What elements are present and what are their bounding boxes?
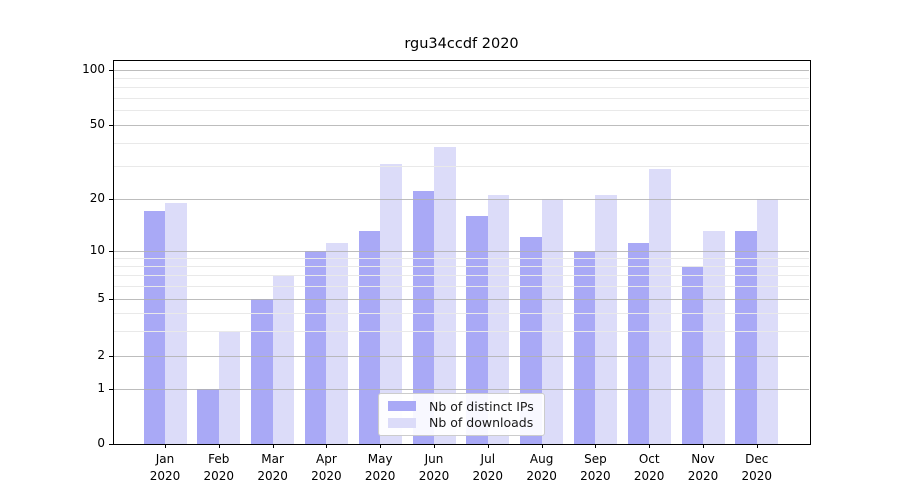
minor-gridline bbox=[114, 98, 809, 100]
x-tick-label: Aug 2020 bbox=[526, 452, 557, 483]
legend-swatch-icon bbox=[388, 401, 416, 412]
x-tick-label: Jul 2020 bbox=[472, 452, 504, 483]
x-tick-label: Oct 2020 bbox=[633, 452, 665, 483]
y-tick bbox=[109, 69, 113, 71]
legend: Nb of distinct IPs Nb of downloads bbox=[378, 393, 545, 436]
x-tick-label: Dec 2020 bbox=[741, 452, 773, 483]
bar-downloads-oct bbox=[649, 168, 671, 444]
major-gridline bbox=[114, 125, 809, 126]
y-tick bbox=[109, 356, 113, 357]
x-tick-label: Jan 2020 bbox=[149, 452, 181, 483]
y-tick-label: 1 bbox=[97, 381, 105, 395]
y-tick bbox=[109, 299, 113, 300]
bar-downloads-sep bbox=[595, 195, 617, 444]
x-tick-label: May 2020 bbox=[364, 452, 396, 483]
major-gridline bbox=[114, 356, 809, 357]
bar-distinct-ips-feb bbox=[197, 389, 219, 444]
y-tick-label: 5 bbox=[97, 291, 105, 305]
bar-distinct-ips-sep bbox=[573, 250, 596, 444]
x-tick bbox=[218, 444, 220, 448]
minor-gridline bbox=[114, 266, 809, 268]
x-tick-label: Mar 2020 bbox=[257, 452, 288, 483]
x-tick bbox=[541, 444, 543, 448]
x-tick bbox=[272, 444, 274, 448]
x-tick bbox=[649, 444, 651, 448]
x-tick-label: Jun 2020 bbox=[418, 452, 450, 483]
x-tick-label: Feb 2020 bbox=[203, 452, 235, 483]
minor-gridline bbox=[114, 110, 809, 112]
x-tick bbox=[595, 444, 597, 448]
bar-distinct-ips-jun bbox=[412, 191, 434, 444]
y-tick bbox=[109, 250, 113, 252]
bar-distinct-ips-dec bbox=[735, 231, 757, 444]
x-tick-label: Sep 2020 bbox=[580, 452, 611, 483]
bar-distinct-ips-oct bbox=[627, 243, 650, 444]
bar-distinct-ips-jan bbox=[143, 211, 165, 444]
bar-downloads-jan bbox=[165, 202, 187, 444]
legend-entry-distinct-ips: Nb of distinct IPs bbox=[388, 399, 535, 414]
minor-gridline bbox=[114, 286, 809, 288]
bar-downloads-dec bbox=[756, 199, 779, 444]
bar-distinct-ips-nov bbox=[681, 266, 703, 444]
y-tick-label: 0 bbox=[97, 436, 105, 450]
x-tick bbox=[703, 444, 704, 448]
x-tick bbox=[756, 444, 758, 448]
minor-gridline bbox=[114, 330, 809, 332]
bar-distinct-ips-jul bbox=[466, 215, 488, 444]
x-tick bbox=[434, 444, 435, 448]
x-tick-label: Apr 2020 bbox=[311, 452, 342, 483]
y-tick-label: 100 bbox=[82, 61, 105, 76]
bar-downloads-jul bbox=[487, 195, 510, 444]
legend-entry-downloads: Nb of downloads bbox=[388, 415, 535, 430]
y-tick bbox=[109, 444, 113, 445]
bar-distinct-ips-aug bbox=[520, 236, 542, 444]
y-tick-label: 2 bbox=[97, 348, 105, 362]
minor-gridline bbox=[114, 77, 809, 79]
x-tick bbox=[487, 444, 489, 448]
bar-downloads-jun bbox=[434, 147, 456, 444]
minor-gridline bbox=[114, 143, 809, 145]
minor-gridline bbox=[114, 275, 809, 277]
y-tick bbox=[109, 125, 113, 126]
legend-label: Nb of distinct IPs bbox=[429, 398, 534, 414]
major-gridline bbox=[114, 389, 809, 390]
bar-downloads-apr bbox=[326, 243, 348, 444]
y-tick-label: 10 bbox=[89, 242, 105, 257]
bar-downloads-aug bbox=[541, 199, 564, 444]
bar-downloads-nov bbox=[703, 231, 725, 444]
bar-distinct-ips-may bbox=[358, 231, 381, 444]
major-gridline bbox=[114, 199, 809, 200]
y-tick-label: 50 bbox=[89, 117, 105, 131]
chart-title: rgu34ccdf 2020 bbox=[404, 36, 519, 52]
bar-downloads-feb bbox=[218, 330, 241, 444]
bar-distinct-ips-mar bbox=[251, 299, 273, 444]
minor-gridline bbox=[114, 312, 809, 314]
legend-label: Nb of downloads bbox=[429, 415, 534, 431]
major-gridline bbox=[114, 250, 809, 252]
bar-downloads-may bbox=[380, 163, 402, 444]
major-gridline bbox=[114, 69, 809, 71]
minor-gridline bbox=[114, 166, 809, 168]
legend-swatch-icon bbox=[388, 417, 416, 428]
x-tick bbox=[165, 444, 166, 448]
y-tick bbox=[109, 389, 113, 390]
x-tick bbox=[380, 444, 382, 448]
x-tick-label: Nov 2020 bbox=[687, 452, 719, 483]
minor-gridline bbox=[114, 257, 809, 259]
x-tick bbox=[326, 444, 328, 448]
minor-gridline bbox=[114, 87, 809, 89]
major-gridline bbox=[114, 299, 809, 300]
y-tick bbox=[109, 199, 113, 200]
bar-distinct-ips-apr bbox=[304, 250, 327, 444]
bar-downloads-mar bbox=[272, 275, 295, 444]
y-tick-label: 20 bbox=[89, 191, 105, 205]
